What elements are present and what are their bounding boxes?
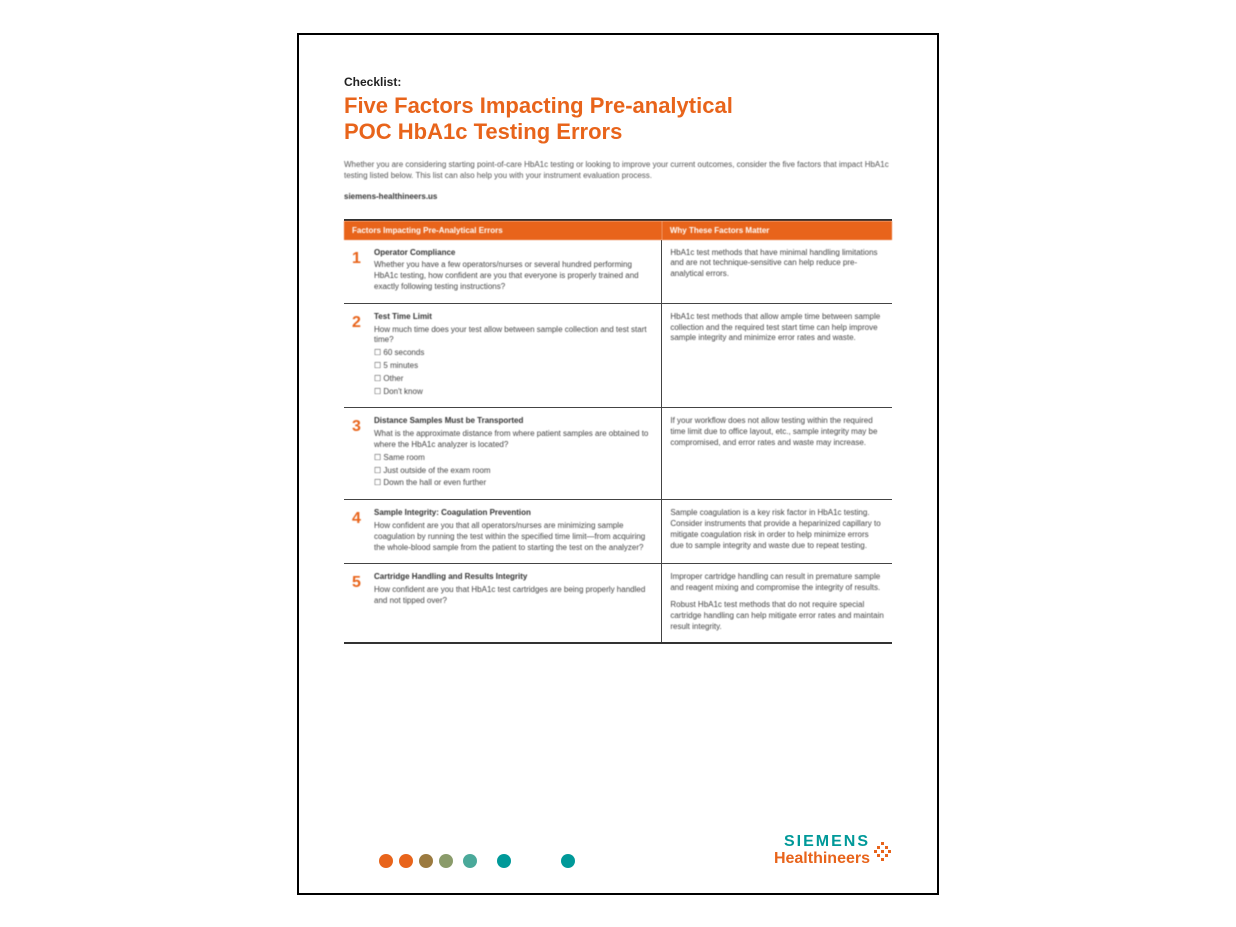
checkbox-option: Same room <box>374 453 653 464</box>
table-row: 3 Distance Samples Must be Transported Wha… <box>344 408 892 500</box>
checkbox-option: Down the hall or even further <box>374 478 653 489</box>
dot-icon <box>463 854 477 868</box>
factor-cell: Operator ComplianceWhether you have a fe… <box>366 240 662 304</box>
logo-dot-icon <box>874 842 892 860</box>
row-number-cell: 4 <box>344 500 366 564</box>
kicker: Checklist: <box>344 75 892 89</box>
why-paragraph: HbA1c test methods that have minimal han… <box>670 248 884 280</box>
why-cell: HbA1c test methods that have minimal han… <box>662 240 892 304</box>
row-number: 3 <box>352 416 366 438</box>
why-cell: Sample coagulation is a key risk factor … <box>662 500 892 564</box>
dot-icon <box>399 854 413 868</box>
factor-body: Whether you have a few operators/nurses … <box>374 260 653 292</box>
row-number-cell: 2 <box>344 303 366 408</box>
why-paragraph: Improper cartridge handling can result i… <box>670 572 884 594</box>
title-line-1: Five Factors Impacting Pre-analytical <box>344 93 733 118</box>
checkbox-option: Other <box>374 374 653 385</box>
why-cell: Improper cartridge handling can result i… <box>662 564 892 643</box>
row-number-cell: 5 <box>344 564 366 643</box>
site-link: siemens-healthineers.us <box>344 192 892 201</box>
table-row: 1Operator ComplianceWhether you have a f… <box>344 240 892 304</box>
checkbox-option: Don't know <box>374 387 653 398</box>
factor-body: How confident are you that all operators… <box>374 521 653 553</box>
why-paragraph: HbA1c test methods that allow ample time… <box>670 312 884 344</box>
why-cell: If your workflow does not allow testing … <box>662 408 892 500</box>
dot-icon <box>419 854 433 868</box>
factor-title: Test Time Limit <box>374 312 653 323</box>
col-header-factors: Factors Impacting Pre-Analytical Errors <box>344 220 662 240</box>
row-number: 4 <box>352 508 366 530</box>
factor-body: How much time does your test allow betwe… <box>374 325 653 347</box>
factor-title: Operator Compliance <box>374 248 653 259</box>
factor-body: What is the approximate distance from wh… <box>374 429 653 451</box>
dot-icon <box>439 854 453 868</box>
table-row: 4Sample Integrity: Coagulation Preventio… <box>344 500 892 564</box>
logo-line-2: Healthineers <box>774 850 870 868</box>
why-paragraph: Sample coagulation is a key risk factor … <box>670 508 884 551</box>
intro-paragraph: Whether you are considering starting poi… <box>344 159 892 181</box>
factor-cell: Sample Integrity: Coagulation Prevention… <box>366 500 662 564</box>
page-title: Five Factors Impacting Pre-analytical PO… <box>344 93 892 146</box>
dot-icon <box>497 854 511 868</box>
decorative-dots <box>344 854 575 868</box>
factors-table: Factors Impacting Pre-Analytical Errors … <box>344 219 892 645</box>
factor-cell: Test Time Limit How much time does your t… <box>366 303 662 408</box>
factor-cell: Cartridge Handling and Results Integrity… <box>366 564 662 643</box>
factor-title: Distance Samples Must be Transported <box>374 416 653 427</box>
logo-line-1: SIEMENS <box>774 834 870 850</box>
row-number-cell: 3 <box>344 408 366 500</box>
factor-body: How confident are you that HbA1c test ca… <box>374 585 653 607</box>
dot-icon <box>561 854 575 868</box>
checkbox-option: Just outside of the exam room <box>374 466 653 477</box>
row-number-cell: 1 <box>344 240 366 304</box>
factor-cell: Distance Samples Must be Transported What… <box>366 408 662 500</box>
factor-title: Sample Integrity: Coagulation Prevention <box>374 508 653 519</box>
page-footer: SIEMENS Healthineers <box>344 816 892 868</box>
checkbox-option: 5 minutes <box>374 361 653 372</box>
dot-icon <box>379 854 393 868</box>
why-paragraph: Robust HbA1c test methods that do not re… <box>670 600 884 632</box>
table-row: 2 Test Time Limit How much time does your … <box>344 303 892 408</box>
row-number: 1 <box>352 248 366 270</box>
row-number: 5 <box>352 572 366 594</box>
why-paragraph: If your workflow does not allow testing … <box>670 416 884 448</box>
why-cell: HbA1c test methods that allow ample time… <box>662 303 892 408</box>
factor-title: Cartridge Handling and Results Integrity <box>374 572 653 583</box>
brand-logo: SIEMENS Healthineers <box>774 834 892 868</box>
document-page: Checklist: Five Factors Impacting Pre-an… <box>297 33 939 895</box>
col-header-why: Why These Factors Matter <box>662 220 892 240</box>
table-row: 5Cartridge Handling and Results Integrit… <box>344 564 892 643</box>
title-line-2: POC HbA1c Testing Errors <box>344 119 622 144</box>
checkbox-option: 60 seconds <box>374 348 653 359</box>
row-number: 2 <box>352 312 366 334</box>
